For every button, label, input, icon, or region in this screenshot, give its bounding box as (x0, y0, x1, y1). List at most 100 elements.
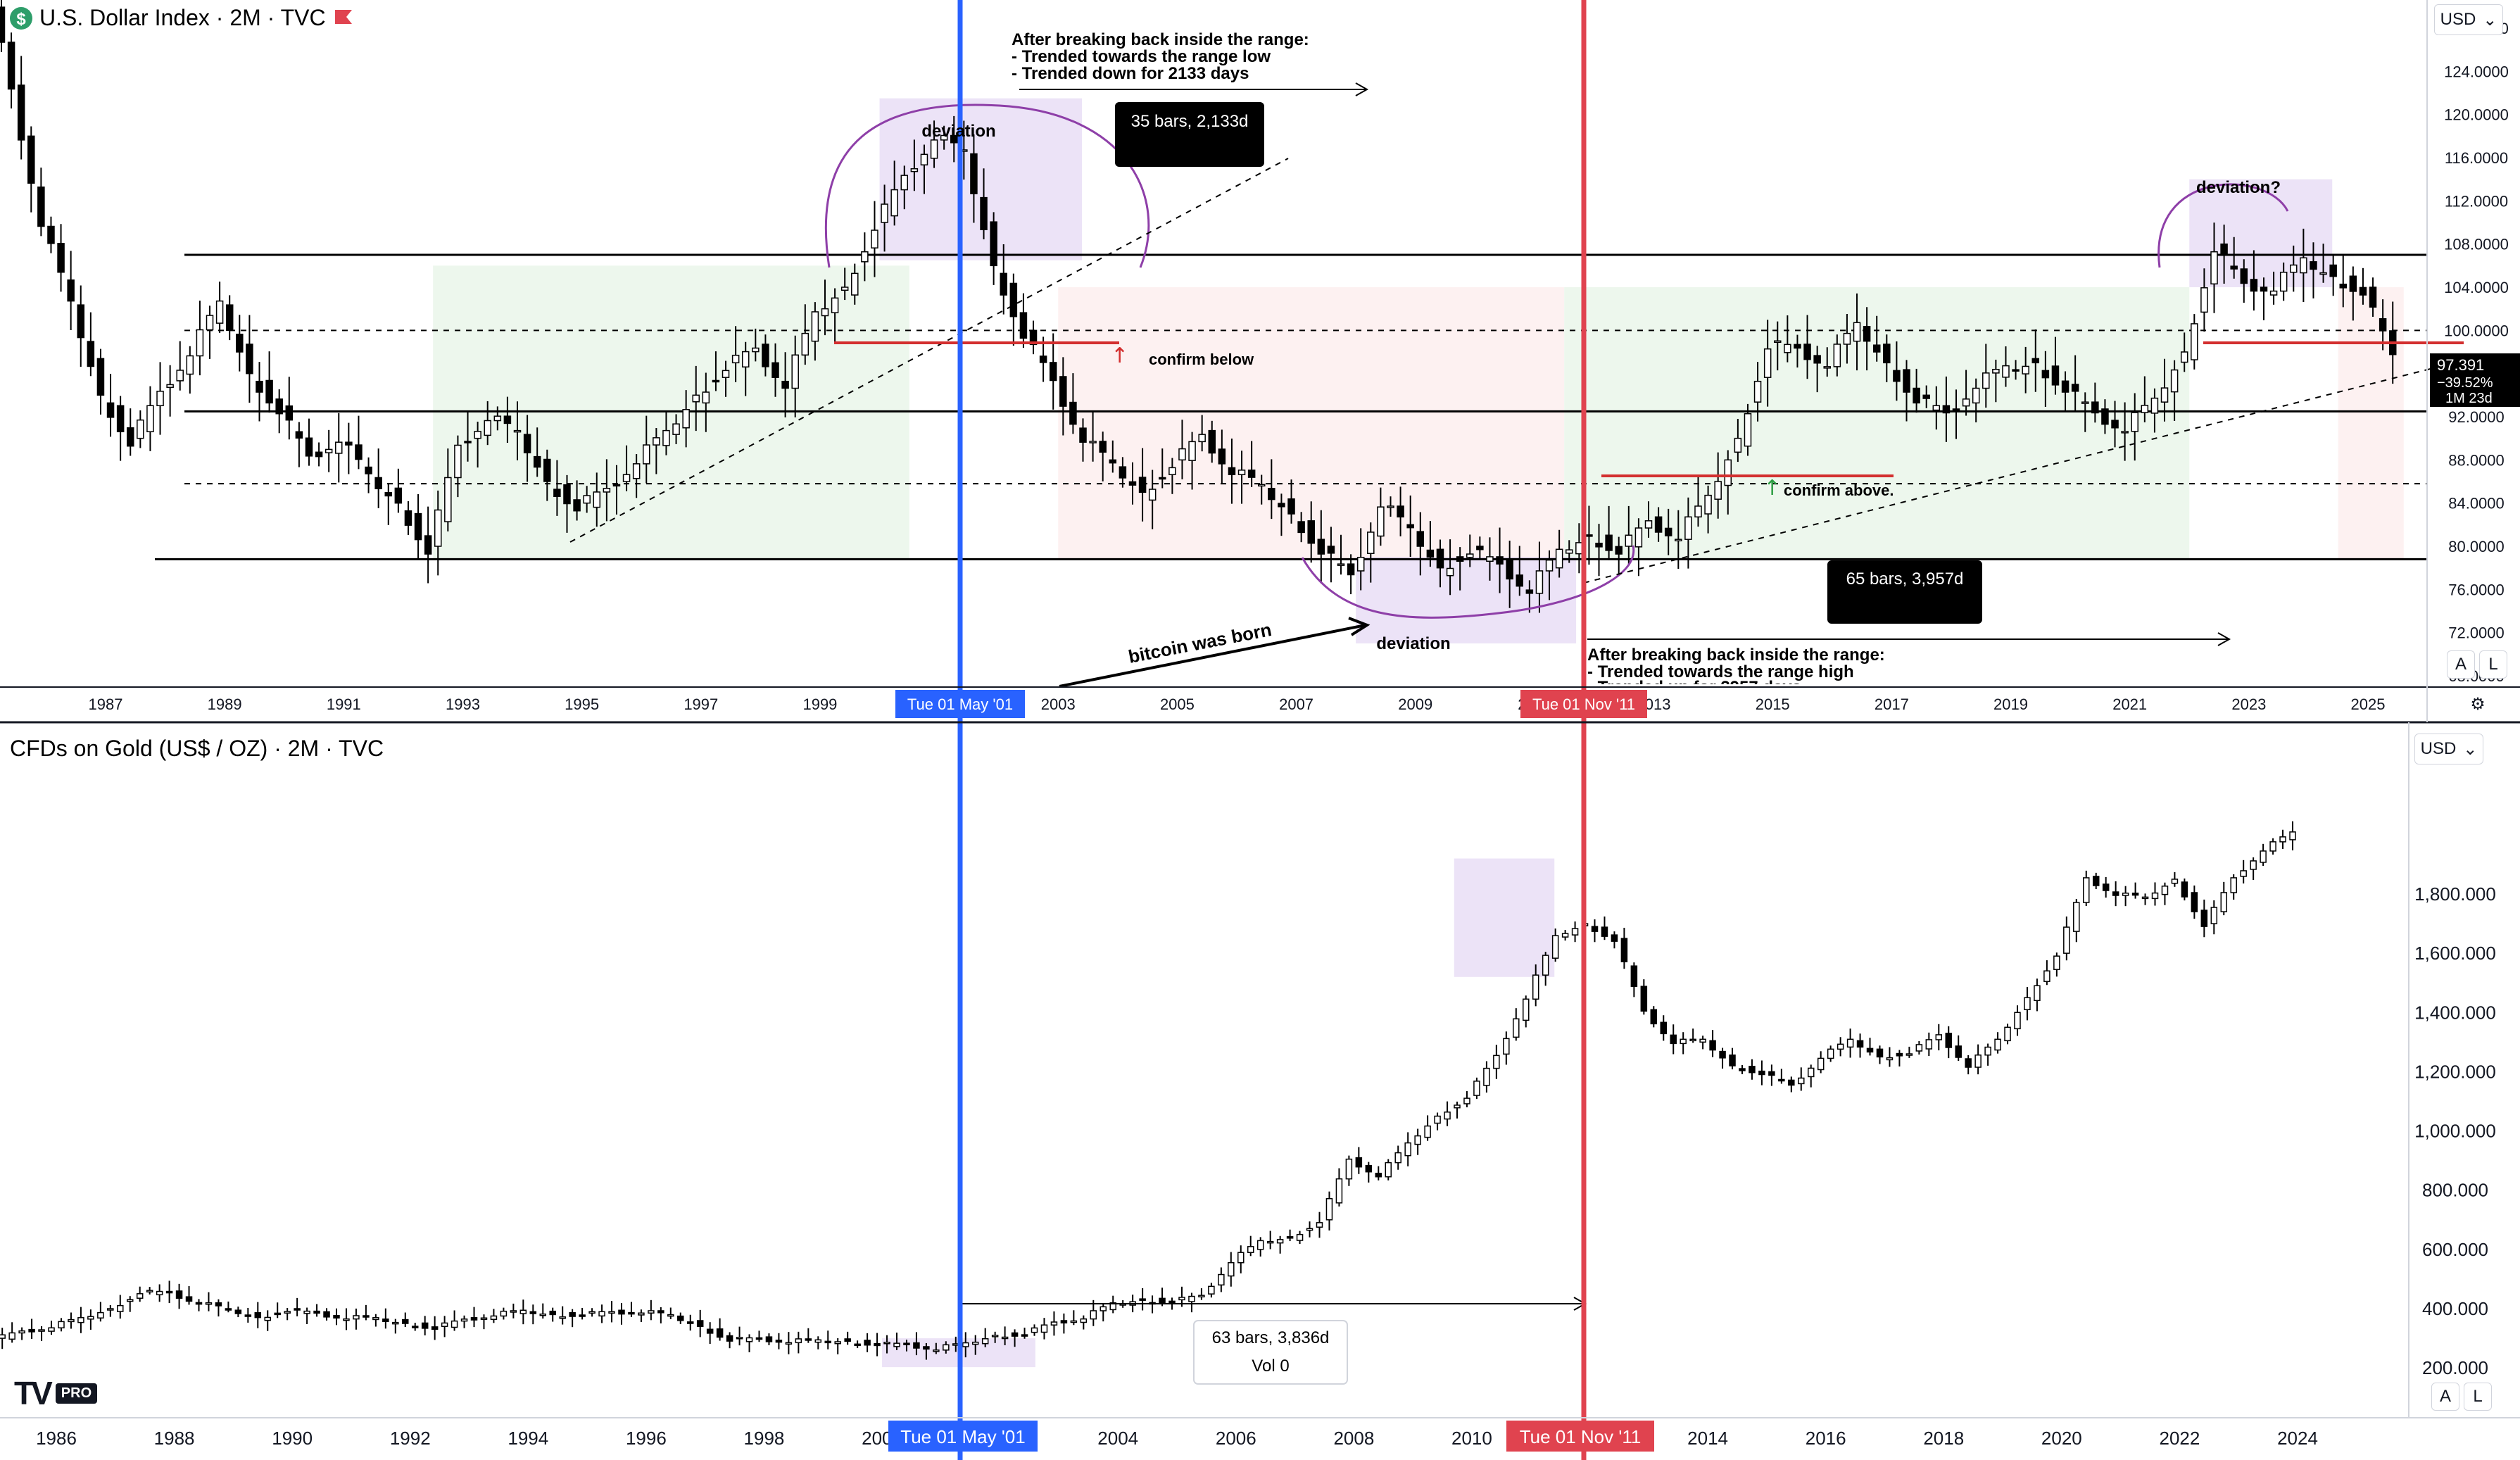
top-levels (155, 253, 2427, 560)
top-currency-label: USD (2440, 10, 2476, 29)
top-currency-select[interactable]: USD ⌄ (2434, 4, 2503, 35)
candle-body (1932, 405, 1941, 411)
candle-body (2092, 876, 2100, 886)
bottom-candles (0, 821, 2296, 1360)
candle-body (2150, 397, 2159, 414)
year-tick-label: 2014 (1687, 1428, 1728, 1449)
candle-body (831, 297, 839, 313)
bottom-currency-select[interactable]: USD ⌄ (2414, 734, 2483, 764)
red-date-label-bottom: Tue 01 Nov '11 (1520, 1426, 1642, 1447)
bitcoin-arrow (1059, 624, 1366, 688)
candle-body (1516, 574, 1523, 587)
year-tick-label: 1987 (89, 696, 123, 713)
candle-body (1089, 441, 1097, 443)
candle-body (569, 1311, 576, 1317)
year-tick-label: 2003 (1041, 696, 1076, 713)
price-tick-label: 200.000 (2422, 1357, 2488, 1378)
bottom-currency-label: USD (2420, 739, 2457, 758)
candle-body (284, 1311, 291, 1314)
candle-body (1542, 955, 1549, 976)
candle-body (2043, 970, 2050, 982)
candle-body (1168, 467, 1176, 475)
candle-body (628, 1311, 635, 1315)
candle-body (712, 379, 720, 383)
top-auto-scale-button[interactable]: A (2447, 650, 2475, 679)
price-tick-label: 116.0000 (2445, 149, 2508, 167)
year-tick-label: 1995 (565, 696, 599, 713)
candle-body (2250, 860, 2257, 870)
year-tick-label: 2005 (1160, 696, 1195, 713)
candle-body (1011, 1332, 1019, 1337)
gear-icon[interactable]: ⚙ (2464, 690, 2492, 718)
candle-body (510, 1310, 517, 1313)
candle-body (971, 1341, 979, 1345)
candle-body (1942, 405, 1951, 414)
candle-body (215, 300, 224, 324)
bottom-panel-title[interactable]: CFDs on Gold (US$ / OZ) · 2M · TVC (10, 736, 384, 761)
bottom-log-scale-button[interactable]: L (2464, 1383, 2492, 1411)
candle-body (1853, 322, 1861, 342)
chevron-down-icon: ⌄ (2483, 10, 2497, 30)
candle-body (1009, 282, 1018, 317)
price-tick-label: 72.0000 (2448, 624, 2505, 642)
candle-body (2004, 1026, 2011, 1042)
candle-body (1365, 1164, 1373, 1173)
candle-body (1208, 429, 1216, 454)
candle-body (1734, 437, 1742, 453)
candle-body (814, 1339, 822, 1343)
candle-body (598, 1311, 605, 1317)
price-tick-label: 120.0000 (2444, 106, 2509, 124)
candle-body (874, 1342, 881, 1347)
candle-body (500, 1310, 508, 1317)
candle-body (2170, 369, 2179, 393)
candle-body (68, 1319, 75, 1323)
candle-body (940, 134, 948, 141)
candle-body (871, 229, 878, 248)
measure-3-line-2: Vol 0 (1252, 1357, 1289, 1376)
top-candles (0, 0, 2397, 613)
candle-body (2160, 387, 2169, 403)
candle-body (1774, 340, 1782, 344)
candle-body (933, 1349, 940, 1352)
candle-body (1109, 1302, 1116, 1311)
candle-body (2034, 985, 2041, 1002)
candle-body (1387, 505, 1394, 508)
candle-body (2022, 365, 2029, 375)
year-tick-label: 1998 (744, 1428, 785, 1449)
price-tick-label: 84.0000 (2448, 495, 2505, 512)
candle-body (1049, 362, 1057, 382)
candle-body (503, 415, 512, 424)
candle-body (1585, 534, 1593, 537)
candle-body (444, 477, 452, 522)
candle-body (2200, 910, 2208, 927)
candle-body (771, 362, 779, 378)
candle-body (1615, 546, 1623, 555)
candle-body (2359, 287, 2367, 296)
candle-body (294, 1308, 301, 1311)
red-zone (2338, 287, 2404, 560)
candle-body (1139, 1298, 1146, 1301)
candle-body (1069, 401, 1077, 425)
candle-body (775, 1340, 783, 1343)
candle-body (1837, 1043, 1844, 1050)
top-log-scale-button[interactable]: L (2479, 650, 2507, 679)
candle-body (206, 315, 214, 331)
candle-body (962, 1342, 969, 1347)
candle-body (2191, 892, 2198, 912)
top-panel-title[interactable]: U.S. Dollar Index · 2M · TVC (39, 5, 326, 30)
candle-body (236, 334, 244, 353)
flag-icon[interactable] (335, 10, 352, 24)
candle-body (1863, 326, 1871, 342)
candle-body (335, 441, 343, 454)
candle-body (1021, 1334, 1028, 1337)
candle-body (265, 379, 273, 404)
candle-body (1178, 1297, 1185, 1301)
candle-body (176, 370, 184, 382)
candle-body (1675, 539, 1682, 541)
candle-body (2269, 290, 2278, 296)
candle-body (579, 1314, 586, 1317)
candle-body (107, 1308, 114, 1311)
candle-body (980, 196, 988, 230)
bottom-auto-scale-button[interactable]: A (2431, 1383, 2459, 1411)
candle-body (460, 1319, 468, 1322)
